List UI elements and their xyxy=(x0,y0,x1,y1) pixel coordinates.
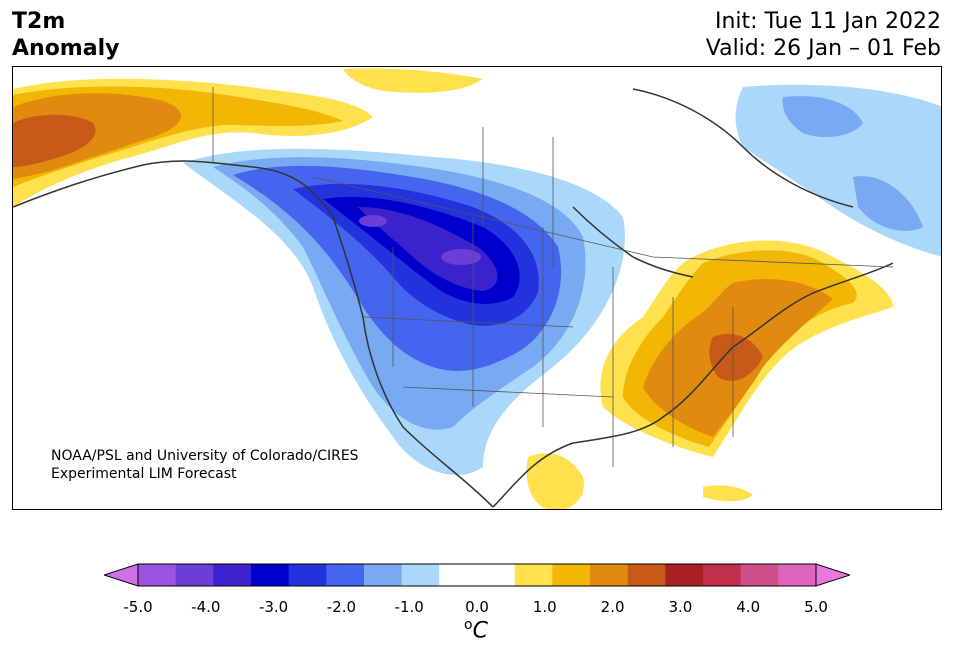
colorbar-cell xyxy=(740,564,779,586)
map-canvas xyxy=(13,68,941,509)
colorbar-tick-label: -3.0 xyxy=(258,598,289,616)
credit-text: NOAA/PSL and University of Colorado/CIRE… xyxy=(51,447,359,483)
colorbar-cell xyxy=(477,564,516,586)
colorbar-tick-label: -1.0 xyxy=(394,598,424,616)
unit-degree: o xyxy=(464,617,473,633)
colorbar xyxy=(104,563,850,587)
warm-region-gulf-mexico xyxy=(526,453,584,509)
colorbar-tick-label: 3.0 xyxy=(668,598,693,616)
credit-line-2: Experimental LIM Forecast xyxy=(51,466,237,482)
political-borders xyxy=(212,87,894,467)
colorbar-cell xyxy=(778,564,817,586)
unit-celsius: C xyxy=(472,618,488,644)
colorbar-cell xyxy=(703,564,742,586)
warm-region-east-4 xyxy=(709,333,763,381)
colorbar-ticks: -5.0 -4.0 -3.0 -2.0 -1.0 0.0 1.0 2.0 3.0 4.0 5.0 xyxy=(0,598,953,618)
colorbar-tick-label: -4.0 xyxy=(191,598,221,616)
colorbar-tick-label: 4.0 xyxy=(736,598,761,616)
colorbar-cell xyxy=(213,564,252,586)
forecast-dates: Init: Tue 11 Jan 2022 Valid: 26 Jan – 01… xyxy=(706,8,941,62)
warm-region-caribbean xyxy=(703,485,753,502)
init-date: Init: Tue 11 Jan 2022 xyxy=(714,9,941,34)
colorbar-cell xyxy=(552,564,591,586)
colorbar-cell xyxy=(326,564,365,586)
colorbar-cell xyxy=(590,564,629,586)
valid-date: Valid: 26 Jan – 01 Feb xyxy=(705,36,941,61)
colorbar-tick-label: 2.0 xyxy=(600,598,625,616)
cold-core-2 xyxy=(441,249,481,265)
colorbar-cell xyxy=(401,564,440,586)
colorbar-tick-label: -2.0 xyxy=(326,598,357,616)
cold-region-west-6 xyxy=(358,207,498,291)
credit-line-1: NOAA/PSL and University of Colorado/CIRE… xyxy=(51,448,359,464)
colorbar-tick-label: 1.0 xyxy=(532,598,557,616)
colorbar-cells xyxy=(138,564,817,586)
coastlines xyxy=(13,88,894,508)
colorbar-extend-low xyxy=(104,563,139,587)
map-title: T2m Anomaly xyxy=(12,8,119,62)
cold-region-east-2 xyxy=(782,96,863,138)
title-line-2: Anomaly xyxy=(12,36,120,61)
warm-region-arctic xyxy=(343,68,483,93)
colorbar-tick-label: 0.0 xyxy=(465,598,489,616)
colorbar-extend-high xyxy=(815,563,850,587)
colorbar-tick-label: -5.0 xyxy=(123,598,153,616)
title-line-1: T2m xyxy=(12,9,66,34)
colorbar-unit: oC xyxy=(464,617,488,643)
anomaly-map: NOAA/PSL and University of Colorado/CIRE… xyxy=(12,66,942,510)
colorbar-cell xyxy=(138,564,177,586)
colorbar-cell xyxy=(175,564,214,586)
colorbar-cell xyxy=(665,564,704,586)
colorbar-cell xyxy=(251,564,290,586)
colorbar-outline xyxy=(137,563,817,587)
colorbar-cell xyxy=(364,564,403,586)
cold-core-1 xyxy=(359,215,387,227)
colorbar-cell xyxy=(288,564,327,586)
colorbar-tick-label: 5.0 xyxy=(804,598,828,616)
warm-region-alaska-4 xyxy=(13,114,96,167)
colorbar-cell xyxy=(627,564,666,586)
cold-region-east-3 xyxy=(853,176,923,231)
colorbar-cell xyxy=(514,564,553,586)
colorbar-cell xyxy=(439,564,478,586)
